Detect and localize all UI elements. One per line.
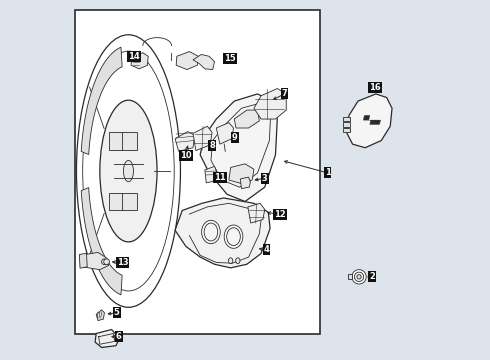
- FancyBboxPatch shape: [343, 117, 350, 121]
- Text: 14: 14: [128, 53, 140, 62]
- Polygon shape: [205, 166, 217, 183]
- Text: 4: 4: [264, 246, 270, 255]
- Ellipse shape: [236, 258, 240, 264]
- Polygon shape: [364, 116, 370, 120]
- Polygon shape: [109, 132, 137, 149]
- Polygon shape: [80, 252, 109, 270]
- Polygon shape: [193, 54, 215, 69]
- Polygon shape: [348, 274, 352, 279]
- Circle shape: [101, 259, 107, 265]
- Ellipse shape: [224, 225, 243, 248]
- Polygon shape: [131, 53, 148, 69]
- Polygon shape: [240, 177, 250, 189]
- Circle shape: [104, 259, 109, 265]
- Ellipse shape: [227, 228, 240, 246]
- Polygon shape: [193, 126, 212, 150]
- Ellipse shape: [100, 100, 157, 242]
- Polygon shape: [81, 47, 122, 154]
- Text: 9: 9: [232, 133, 238, 142]
- Polygon shape: [216, 123, 234, 144]
- Text: 8: 8: [209, 141, 215, 150]
- Ellipse shape: [123, 161, 133, 182]
- Polygon shape: [79, 253, 87, 268]
- Circle shape: [354, 272, 364, 282]
- Ellipse shape: [83, 51, 174, 291]
- Text: 13: 13: [117, 258, 128, 267]
- Ellipse shape: [76, 35, 180, 307]
- Text: 1: 1: [324, 168, 330, 177]
- FancyBboxPatch shape: [343, 122, 350, 127]
- Circle shape: [357, 275, 361, 279]
- Polygon shape: [109, 193, 137, 211]
- Polygon shape: [96, 310, 104, 320]
- Polygon shape: [346, 94, 392, 148]
- Polygon shape: [95, 329, 118, 347]
- Polygon shape: [234, 110, 259, 128]
- Polygon shape: [254, 89, 286, 119]
- Ellipse shape: [228, 258, 233, 264]
- Text: 3: 3: [262, 174, 268, 183]
- Polygon shape: [229, 164, 254, 184]
- Text: 2: 2: [369, 272, 375, 281]
- Text: 10: 10: [180, 151, 192, 160]
- Text: 11: 11: [214, 173, 226, 182]
- Text: 5: 5: [114, 308, 120, 317]
- Text: 12: 12: [274, 210, 286, 219]
- Circle shape: [352, 270, 366, 284]
- Polygon shape: [176, 51, 198, 69]
- FancyBboxPatch shape: [343, 128, 350, 132]
- Text: 15: 15: [224, 54, 236, 63]
- Ellipse shape: [201, 220, 220, 244]
- Ellipse shape: [204, 223, 218, 241]
- Text: 16: 16: [369, 83, 381, 92]
- Polygon shape: [248, 203, 265, 223]
- Polygon shape: [200, 94, 277, 202]
- Text: 6: 6: [116, 332, 122, 341]
- Polygon shape: [175, 132, 195, 151]
- FancyBboxPatch shape: [74, 10, 320, 334]
- Polygon shape: [370, 120, 381, 125]
- Text: 7: 7: [282, 89, 287, 98]
- Polygon shape: [175, 198, 270, 268]
- Polygon shape: [81, 188, 122, 295]
